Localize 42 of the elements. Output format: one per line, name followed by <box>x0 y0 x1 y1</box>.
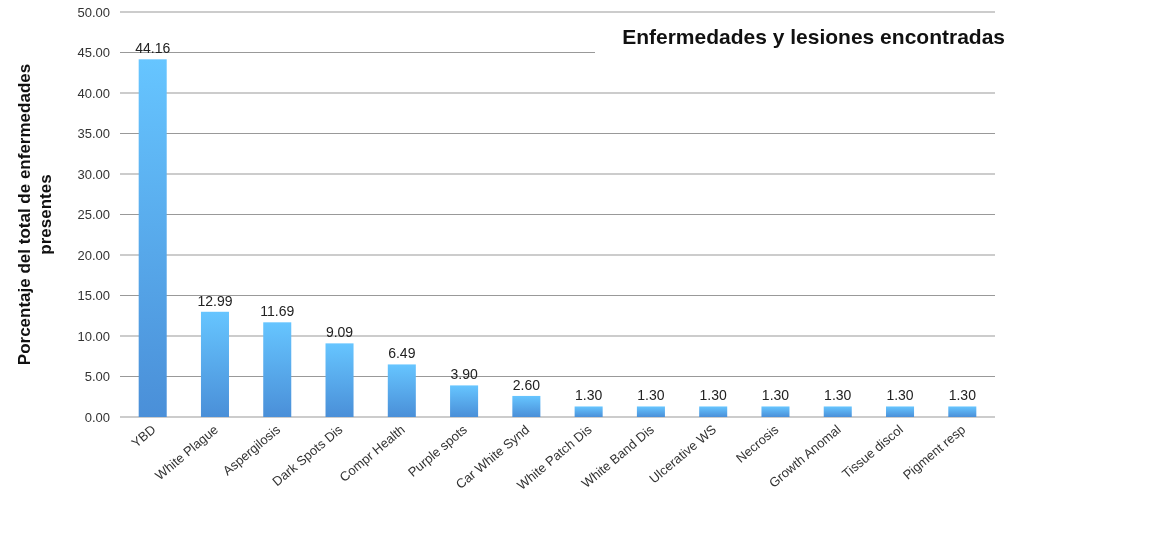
y-tick-label: 25.00 <box>77 207 110 223</box>
y-tick-label: 20.00 <box>77 247 110 263</box>
y-tick-label: 50.00 <box>77 4 110 20</box>
bar <box>263 322 292 417</box>
y-axis-title: Porcentaje del total de enfermedades presentes <box>15 63 55 366</box>
y-tick-label: 0.00 <box>84 409 110 425</box>
bar <box>823 406 852 417</box>
x-tick-label: YBD <box>128 421 159 451</box>
bar <box>512 395 541 417</box>
bar <box>761 406 790 417</box>
y-tick-label: 40.00 <box>77 85 110 101</box>
data-label: 1.30 <box>824 387 852 404</box>
y-tick-label: 15.00 <box>77 288 110 304</box>
data-label: 1.30 <box>699 387 728 404</box>
bar <box>886 406 915 417</box>
data-label: 9.09 <box>325 324 354 341</box>
text: Enfermedades y lesiones encontradas <box>622 25 1005 48</box>
bar <box>450 385 479 417</box>
bar <box>636 406 665 417</box>
data-label: 6.49 <box>388 345 416 362</box>
data-label: 1.30 <box>948 387 977 404</box>
y-tick-label: 45.00 <box>77 45 110 61</box>
bar <box>948 406 977 417</box>
y-tick-label: 35.00 <box>77 126 110 142</box>
data-label: 11.69 <box>260 303 295 320</box>
data-label: 3.90 <box>450 366 478 383</box>
bar <box>387 364 416 417</box>
data-label: 12.99 <box>197 292 233 309</box>
data-label: 1.30 <box>575 387 603 404</box>
data-label: 44.16 <box>135 40 171 57</box>
y-tick-label: 10.00 <box>77 328 110 344</box>
bar <box>200 311 229 417</box>
y-tick-label: 30.00 <box>77 166 110 182</box>
bar <box>574 406 603 417</box>
data-label: 1.30 <box>637 387 665 404</box>
y-tick-label: 5.00 <box>84 369 110 385</box>
bar <box>138 59 167 417</box>
data-label: 1.30 <box>886 387 914 404</box>
data-label: 1.30 <box>761 387 790 404</box>
bar <box>325 343 354 417</box>
bar <box>699 406 728 417</box>
data-label: 2.60 <box>512 376 541 393</box>
